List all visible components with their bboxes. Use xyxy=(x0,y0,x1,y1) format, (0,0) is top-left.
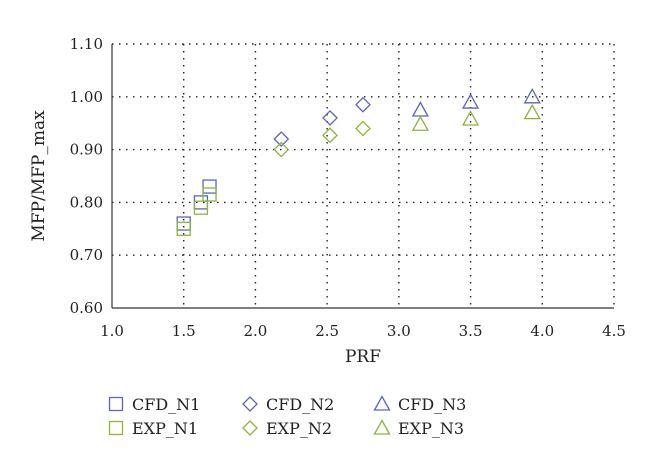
grid-lines xyxy=(112,43,615,308)
point-exp-n3 xyxy=(411,115,429,131)
legend-label: CFD_N1 xyxy=(132,395,200,414)
point-exp-n1 xyxy=(193,200,209,215)
legend-marker xyxy=(242,420,258,436)
point-cfd-n3 xyxy=(461,93,480,109)
axes xyxy=(111,44,614,309)
point-exp-n3 xyxy=(461,110,480,126)
y-tick-label: 1.10 xyxy=(70,35,103,53)
x-tick-label: 1.0 xyxy=(100,322,124,340)
x-tick-label: 2.5 xyxy=(315,322,339,340)
legend-marker xyxy=(108,396,124,412)
legend-item-exp-n1: EXP_N1 xyxy=(108,419,198,438)
point-exp-n1 xyxy=(176,221,191,236)
legend-item-exp-n2: EXP_N2 xyxy=(242,419,332,438)
y-axis-label: MFP/MFP_max xyxy=(29,110,49,242)
point-cfd-n2 xyxy=(322,110,338,126)
point-exp-n3 xyxy=(523,103,541,120)
point-exp-n2 xyxy=(355,120,371,137)
y-tick-label: 0.60 xyxy=(70,299,103,317)
legend-label: CFD_N2 xyxy=(266,395,334,414)
legend-marker xyxy=(373,419,391,435)
point-exp-n2 xyxy=(322,127,338,144)
data-points xyxy=(176,87,541,236)
x-tick-label: 4.5 xyxy=(602,322,626,340)
legend-marker xyxy=(108,420,124,436)
point-cfd-n2 xyxy=(355,96,371,113)
legend-item-cfd-n3: CFD_N3 xyxy=(373,395,466,414)
point-exp-n2 xyxy=(273,141,290,158)
legend-marker xyxy=(373,395,391,411)
y-tick-label: 0.70 xyxy=(70,246,103,264)
legend-label: EXP_N3 xyxy=(398,419,464,438)
point-exp-n1 xyxy=(202,187,217,202)
tick-labels: 0.60 0.70 0.80 0.90 1.00 1.10 1.0 1.5 2.0 2.5 3.0 3… xyxy=(70,35,626,340)
legend-label: CFD_N3 xyxy=(398,395,466,414)
legend-label: EXP_N1 xyxy=(132,419,198,438)
point-cfd-n3 xyxy=(523,87,541,104)
point-cfd-n3 xyxy=(411,101,429,117)
y-tick-label: 1.00 xyxy=(70,88,103,106)
legend-item-cfd-n1: CFD_N1 xyxy=(108,395,200,414)
y-tick-label: 0.90 xyxy=(70,141,103,159)
y-tick-label: 0.80 xyxy=(70,193,103,211)
legend-label: EXP_N2 xyxy=(266,419,332,438)
point-cfd-n1 xyxy=(176,216,191,231)
x-tick-label: 4.0 xyxy=(530,322,554,340)
legend: CFD_N1 EXP_N1 CFD_N2 EXP_N2 CFD_N3 EXP_N3 xyxy=(108,395,466,438)
x-axis-label: PRF xyxy=(345,347,381,367)
x-tick-label: 1.5 xyxy=(172,322,196,340)
legend-marker xyxy=(242,396,258,412)
point-cfd-n1 xyxy=(202,179,217,194)
x-tick-label: 3.5 xyxy=(459,322,483,340)
x-tick-label: 2.0 xyxy=(243,322,267,340)
legend-item-cfd-n2: CFD_N2 xyxy=(242,395,334,414)
x-tick-label: 3.0 xyxy=(387,322,411,340)
legend-item-exp-n3: EXP_N3 xyxy=(373,419,464,438)
point-cfd-n2 xyxy=(273,131,290,147)
